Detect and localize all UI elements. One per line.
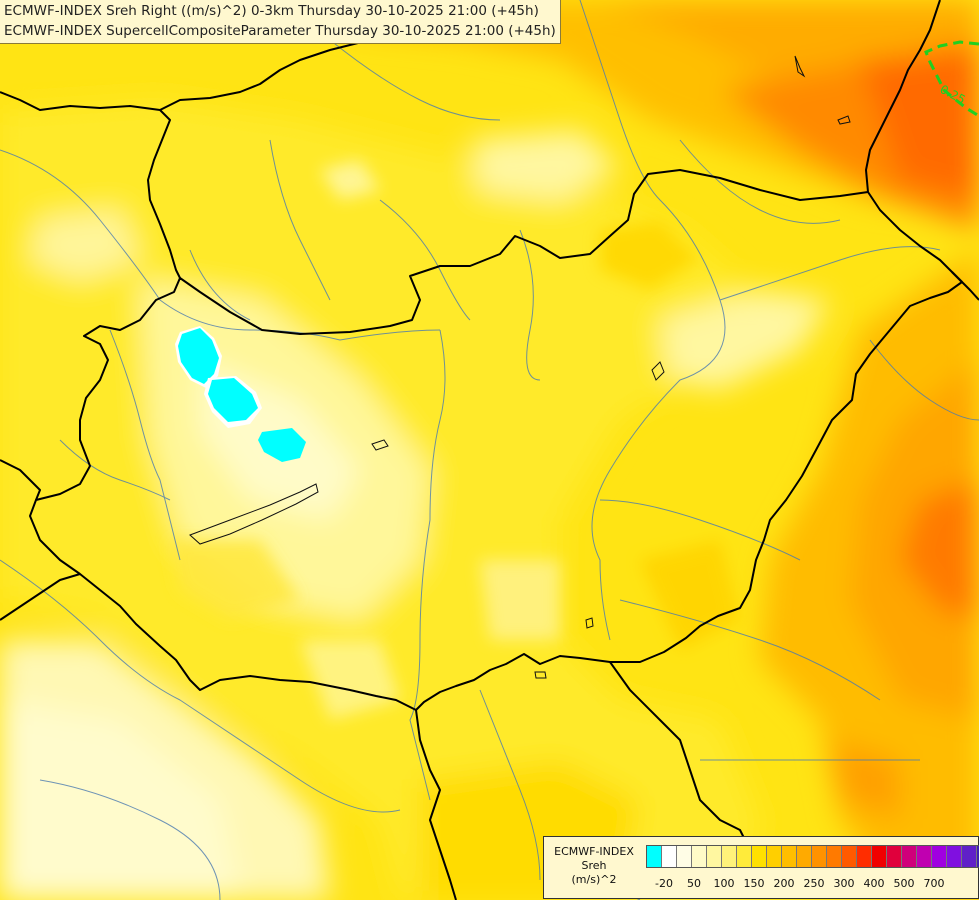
legend-swatch — [647, 846, 662, 867]
legend-ticks: -20 50 100 150 200 250 300 400 500 700 — [544, 877, 978, 891]
legend-swatch — [752, 846, 767, 867]
legend-swatch — [737, 846, 752, 867]
legend-title-line-1: ECMWF-INDEX — [554, 845, 634, 858]
legend-swatch — [782, 846, 797, 867]
legend-tick-label: 400 — [863, 877, 885, 890]
legend-tick-label: 100 — [713, 877, 735, 890]
legend-swatch — [707, 846, 722, 867]
legend-swatch — [797, 846, 812, 867]
map-title-scp: ECMWF-INDEX SupercellCompositeParameter … — [4, 23, 556, 39]
map-title-box: ECMWF-INDEX Sreh Right ((m/s)^2) 0-3km T… — [0, 0, 561, 44]
legend-swatch — [932, 846, 947, 867]
hungary-border — [29, 169, 963, 711]
legend-swatch — [812, 846, 827, 867]
color-legend: ECMWF-INDEX Sreh (m/s)^2 -20 50 100 150 200 2… — [543, 836, 979, 899]
legend-title: ECMWF-INDEX Sreh (m/s)^2 — [544, 845, 644, 887]
legend-title-line-3: (m/s)^2 — [571, 873, 617, 886]
austria-border — [0, 459, 41, 501]
legend-swatch — [872, 846, 887, 867]
legend-swatch — [722, 846, 737, 867]
legend-title-line-2: Sreh — [581, 859, 607, 872]
negative-srh-areas — [175, 326, 306, 462]
legend-swatch — [767, 846, 782, 867]
legend-swatch — [947, 846, 962, 867]
lakes — [189, 55, 851, 679]
legend-swatch — [902, 846, 917, 867]
slovakia-border — [0, 91, 181, 279]
legend-tick-label: 250 — [803, 877, 825, 890]
croatia-border — [0, 573, 81, 621]
legend-swatch — [677, 846, 692, 867]
legend-tick-label: 50 — [687, 877, 701, 890]
legend-swatch — [962, 846, 977, 867]
legend-swatch — [692, 846, 707, 867]
legend-swatch — [977, 846, 979, 867]
map-title-srh: ECMWF-INDEX Sreh Right ((m/s)^2) 0-3km T… — [4, 3, 539, 19]
legend-swatch — [827, 846, 842, 867]
legend-swatch — [917, 846, 932, 867]
serbia-border — [415, 709, 457, 900]
romania-moldova-border — [951, 271, 979, 301]
legend-tick-label: 200 — [773, 877, 795, 890]
legend-tick-label: 500 — [893, 877, 915, 890]
legend-tick-label: 300 — [833, 877, 855, 890]
legend-swatches — [646, 845, 979, 868]
srh-field-detail — [170, 160, 740, 720]
legend-swatch — [857, 846, 872, 867]
legend-tick-label: -20 — [655, 877, 673, 890]
legend-swatch — [887, 846, 902, 867]
legend-swatch — [842, 846, 857, 867]
legend-swatch — [662, 846, 677, 867]
poland-ukraine-border — [865, 0, 941, 193]
legend-tick-label: 150 — [743, 877, 765, 890]
legend-tick-label: 700 — [923, 877, 945, 890]
